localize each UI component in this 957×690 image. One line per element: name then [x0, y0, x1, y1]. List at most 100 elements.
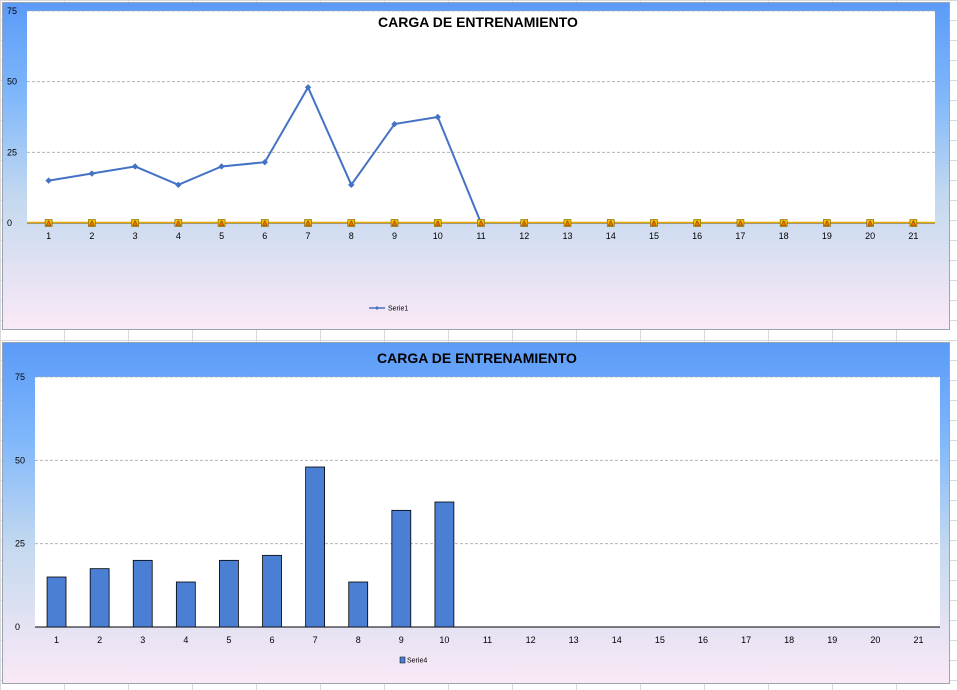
bar: [262, 554, 282, 628]
data-point: [261, 159, 269, 166]
warning-icon: [909, 219, 918, 227]
x-tick-label: 6: [270, 635, 275, 645]
bar: [434, 501, 455, 628]
x-tick-label: 8: [356, 635, 361, 645]
warning-marker-glyph: [132, 219, 138, 226]
warning-icon: [477, 219, 485, 227]
x-tick-label: 21: [913, 635, 923, 645]
warning-marker-glyph: [824, 219, 830, 226]
x-tick-label: 11: [483, 635, 492, 645]
x-tick-label: 20: [870, 635, 880, 645]
y-tick-label: 25: [15, 539, 25, 549]
data-point: [45, 177, 52, 184]
x-tick-label: 9: [399, 635, 404, 645]
warning-icon: [217, 219, 226, 227]
data-point: [434, 113, 441, 121]
warning-icon: [88, 219, 96, 227]
warning-marker-glyph: [478, 219, 484, 226]
x-tick-label: 7: [313, 635, 318, 645]
warning-icon: [304, 219, 312, 227]
warning-marker-glyph: [694, 219, 701, 226]
x-tick-label: 13: [562, 231, 572, 241]
x-tick-label: 19: [827, 635, 837, 645]
chart-title: CARGA DE ENTRENAMIENTO: [378, 14, 578, 30]
x-tick-label: 3: [133, 231, 138, 241]
warning-marker-glyph: [348, 219, 355, 226]
y-tick-label: 50: [15, 455, 25, 465]
warning-marker-glyph: [910, 219, 917, 226]
warning-marker-glyph: [780, 219, 787, 226]
bar: [219, 559, 239, 628]
warning-icon: [693, 219, 701, 227]
x-tick-label: 15: [649, 231, 659, 241]
x-tick-label: 4: [183, 635, 188, 645]
x-tick-label: 3: [140, 635, 145, 645]
x-tick-label: 12: [519, 231, 529, 241]
x-tick-label: 14: [612, 635, 622, 645]
x-tick-label: 9: [392, 231, 397, 241]
warning-icon: [390, 219, 399, 227]
warning-icon: [261, 219, 269, 227]
bar-chart-panel[interactable]: CARGA DE ENTRENAMIENTO 0 25 50 75 1 2 3 4 5 6 7 8 9 10…: [2, 342, 950, 684]
x-tick-label: 5: [219, 231, 224, 241]
warning-icon: [174, 219, 183, 227]
warning-icon: [823, 219, 831, 227]
x-tick-label: 18: [784, 635, 794, 645]
warning-icon: [433, 219, 442, 227]
legend-label: Serie4: [407, 658, 427, 665]
x-tick-label: 19: [822, 231, 832, 241]
x-tick-label: 20: [865, 231, 875, 241]
y-tick-label: 75: [15, 372, 25, 382]
x-tick-label: 14: [606, 231, 616, 241]
data-point: [175, 181, 182, 189]
warning-icon: [866, 219, 874, 227]
x-tick-label: 1: [46, 231, 51, 241]
x-tick-label: 10: [433, 231, 443, 241]
x-tick-label: 18: [779, 231, 789, 241]
y-tick-label: 25: [7, 147, 17, 157]
data-point: [131, 163, 139, 170]
warning-marker-glyph: [391, 219, 398, 226]
x-tick-label: 16: [692, 231, 702, 241]
warning-marker-glyph: [867, 219, 874, 226]
chart-title: CARGA DE ENTRENAMIENTO: [377, 350, 577, 366]
warning-icon: [131, 219, 139, 227]
bar: [46, 576, 67, 628]
bar: [132, 559, 153, 628]
x-tick-label: 15: [655, 635, 665, 645]
warning-icon: [563, 219, 572, 227]
warning-marker-glyph: [607, 219, 614, 226]
bar: [89, 568, 110, 628]
x-tick-label: 12: [526, 635, 536, 645]
warning-icon: [520, 219, 529, 227]
bar: [175, 581, 196, 628]
x-tick-label: 5: [226, 635, 231, 645]
warning-icon: [736, 219, 745, 227]
x-tick-label: 1: [54, 635, 59, 645]
x-tick-label: 10: [439, 635, 449, 645]
x-tick-label: 17: [741, 635, 751, 645]
warning-icon: [650, 219, 658, 227]
legend-swatch: [399, 656, 406, 664]
data-point: [348, 181, 355, 189]
plot-area: [27, 11, 935, 223]
warning-marker-glyph: [175, 219, 182, 226]
y-tick-label: 50: [7, 77, 17, 87]
x-tick-label: 11: [476, 231, 485, 241]
x-tick-label: 17: [735, 231, 745, 241]
x-tick-label: 6: [262, 231, 267, 241]
bar: [305, 466, 325, 628]
line-chart-panel[interactable]: CARGA DE ENTRENAMIENTO 0 25 50 75 1 2 3 4 5 6 7 8 9 10…: [2, 2, 950, 330]
warning-icon: [347, 219, 356, 227]
x-tick-label: 2: [89, 231, 94, 241]
x-tick-label: 2: [97, 635, 102, 645]
legend-marker: [375, 306, 379, 310]
warning-marker-glyph: [521, 219, 528, 226]
x-tick-label: 8: [349, 231, 354, 241]
warning-marker-glyph: [305, 219, 311, 226]
warning-marker-glyph: [651, 219, 657, 226]
warning-marker-glyph: [218, 219, 225, 226]
warning-icon: [779, 219, 788, 227]
